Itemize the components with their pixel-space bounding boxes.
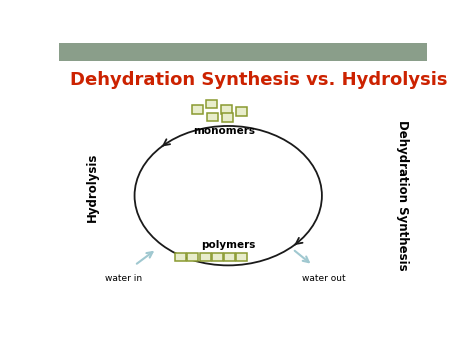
FancyBboxPatch shape	[192, 105, 203, 114]
Text: monomers: monomers	[193, 126, 255, 136]
FancyBboxPatch shape	[206, 100, 217, 108]
FancyBboxPatch shape	[237, 107, 247, 116]
FancyBboxPatch shape	[212, 253, 223, 261]
Bar	[59, 43, 427, 61]
Text: Hydrolysis: Hydrolysis	[86, 153, 99, 222]
FancyBboxPatch shape	[221, 105, 232, 114]
FancyBboxPatch shape	[175, 253, 186, 261]
FancyBboxPatch shape	[187, 253, 199, 261]
FancyBboxPatch shape	[207, 113, 219, 121]
Text: Dehydration Synthesis vs. Hydrolysis: Dehydration Synthesis vs. Hydrolysis	[70, 71, 448, 89]
FancyBboxPatch shape	[200, 253, 210, 261]
Text: water in: water in	[105, 274, 142, 283]
Text: water out: water out	[302, 274, 346, 283]
FancyBboxPatch shape	[222, 113, 233, 122]
FancyBboxPatch shape	[236, 253, 247, 261]
FancyBboxPatch shape	[224, 253, 235, 261]
Text: polymers: polymers	[201, 240, 255, 250]
Text: Dehydration Synthesis: Dehydration Synthesis	[396, 120, 409, 271]
